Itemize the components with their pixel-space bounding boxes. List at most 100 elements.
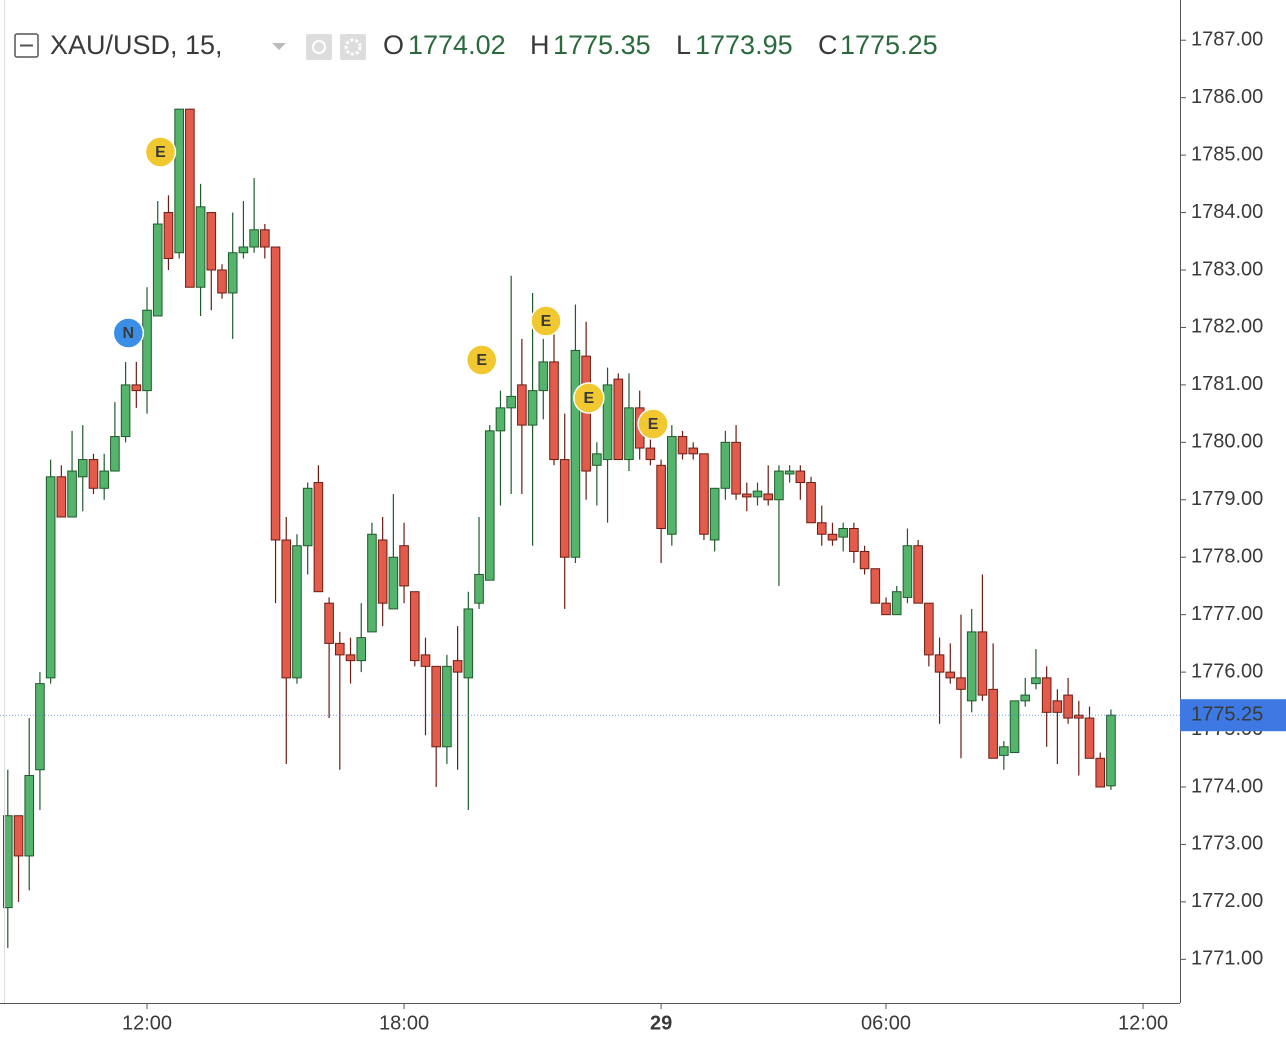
candle-body bbox=[613, 378, 624, 461]
candle-body bbox=[142, 309, 152, 392]
y-tick-label: 1787.00 bbox=[1191, 28, 1263, 50]
gear-icon bbox=[344, 38, 362, 56]
candle-body bbox=[24, 775, 35, 857]
event-marker bbox=[573, 382, 605, 414]
candle-body bbox=[345, 654, 356, 662]
candle-body bbox=[174, 108, 184, 254]
candle-body bbox=[206, 212, 217, 271]
candle-body bbox=[667, 436, 677, 535]
event-label: E bbox=[476, 352, 487, 369]
candle-body bbox=[163, 212, 174, 260]
candle-body bbox=[699, 453, 709, 535]
candle-body bbox=[227, 252, 238, 294]
candle-body bbox=[238, 246, 249, 254]
candle-body bbox=[399, 545, 409, 587]
candle-body bbox=[645, 447, 656, 461]
candle-body bbox=[999, 746, 1009, 756]
event-marker bbox=[112, 317, 145, 349]
candle-body bbox=[495, 407, 506, 432]
candle-body bbox=[442, 665, 452, 748]
candle-body bbox=[1074, 714, 1084, 719]
x-tick-label: 12:00 bbox=[1118, 1012, 1168, 1034]
x-tick-label: 18:00 bbox=[379, 1012, 429, 1034]
event-marker bbox=[530, 305, 562, 337]
candle-body bbox=[592, 453, 602, 466]
candle-body bbox=[1041, 677, 1052, 713]
candle-body bbox=[260, 229, 270, 248]
candle-body bbox=[849, 527, 859, 552]
event-label: E bbox=[155, 144, 166, 161]
ohlc-value: 1774.02 bbox=[408, 30, 506, 60]
candle-body bbox=[324, 602, 334, 644]
candle-body bbox=[409, 591, 420, 662]
candle-body bbox=[506, 395, 516, 409]
candle-body bbox=[913, 545, 923, 604]
y-tick-label: 1786.00 bbox=[1191, 86, 1263, 108]
event-label: N bbox=[123, 325, 135, 342]
candle-body bbox=[217, 269, 227, 294]
candle-body bbox=[313, 482, 324, 593]
candle-body bbox=[827, 533, 838, 541]
candle-body bbox=[1009, 700, 1020, 754]
candle-body bbox=[367, 533, 377, 633]
candle-body bbox=[902, 545, 913, 598]
candle-body bbox=[934, 654, 945, 673]
candle-body bbox=[977, 631, 988, 696]
candle-body bbox=[656, 464, 666, 529]
ohlc-label: H bbox=[530, 30, 550, 60]
y-tick-label: 1782.00 bbox=[1191, 316, 1263, 338]
y-tick-label: 1784.00 bbox=[1191, 201, 1263, 223]
candle-body bbox=[763, 493, 774, 501]
plot-area bbox=[0, 108, 1180, 948]
candle-body bbox=[249, 229, 259, 248]
candle-body bbox=[302, 487, 313, 547]
candle-body bbox=[13, 815, 24, 857]
candle-body bbox=[881, 602, 891, 616]
event-label: E bbox=[648, 416, 659, 433]
candle-body bbox=[463, 608, 474, 679]
event-marker bbox=[637, 408, 669, 440]
symbol-title: XAU/USD, 15, bbox=[50, 30, 223, 60]
event-label: E bbox=[541, 313, 552, 330]
y-tick-label: 1776.00 bbox=[1191, 660, 1263, 682]
candle-body bbox=[859, 550, 870, 570]
candle-body bbox=[870, 568, 881, 604]
candle-body bbox=[431, 665, 441, 748]
candle-body bbox=[624, 407, 634, 461]
y-tick-label: 1771.00 bbox=[1191, 948, 1263, 970]
candle-body bbox=[688, 447, 699, 455]
candle-body bbox=[559, 459, 570, 558]
candle-body bbox=[731, 441, 741, 495]
settings-button[interactable] bbox=[340, 34, 366, 60]
candle-body bbox=[292, 545, 302, 679]
candle-body bbox=[356, 637, 367, 662]
candle-body bbox=[816, 522, 827, 535]
candle-body bbox=[538, 361, 549, 392]
candle-body bbox=[741, 493, 752, 498]
candle-body bbox=[752, 490, 763, 498]
candle-body bbox=[474, 573, 484, 604]
y-tick-label: 1778.00 bbox=[1191, 546, 1263, 568]
candle-body bbox=[56, 476, 67, 518]
dropdown-arrow[interactable] bbox=[272, 43, 286, 50]
candle-body bbox=[110, 436, 120, 472]
candle-body bbox=[570, 349, 581, 558]
candle-body bbox=[945, 671, 956, 679]
candle-body bbox=[1106, 714, 1116, 787]
visibility-button[interactable] bbox=[306, 34, 332, 60]
candle-body bbox=[35, 683, 45, 771]
candle-body bbox=[1020, 694, 1031, 702]
candle-body bbox=[784, 470, 795, 475]
last-price-label: 1775.25 bbox=[1191, 703, 1263, 725]
candle-body bbox=[484, 430, 495, 581]
candle-body bbox=[77, 459, 88, 478]
x-tick-label: 29 bbox=[650, 1012, 672, 1034]
candle-body bbox=[1084, 717, 1095, 759]
candle-body bbox=[806, 482, 816, 524]
candle-body bbox=[452, 660, 463, 673]
candle-body bbox=[1052, 700, 1063, 713]
candle-body bbox=[1031, 677, 1041, 685]
